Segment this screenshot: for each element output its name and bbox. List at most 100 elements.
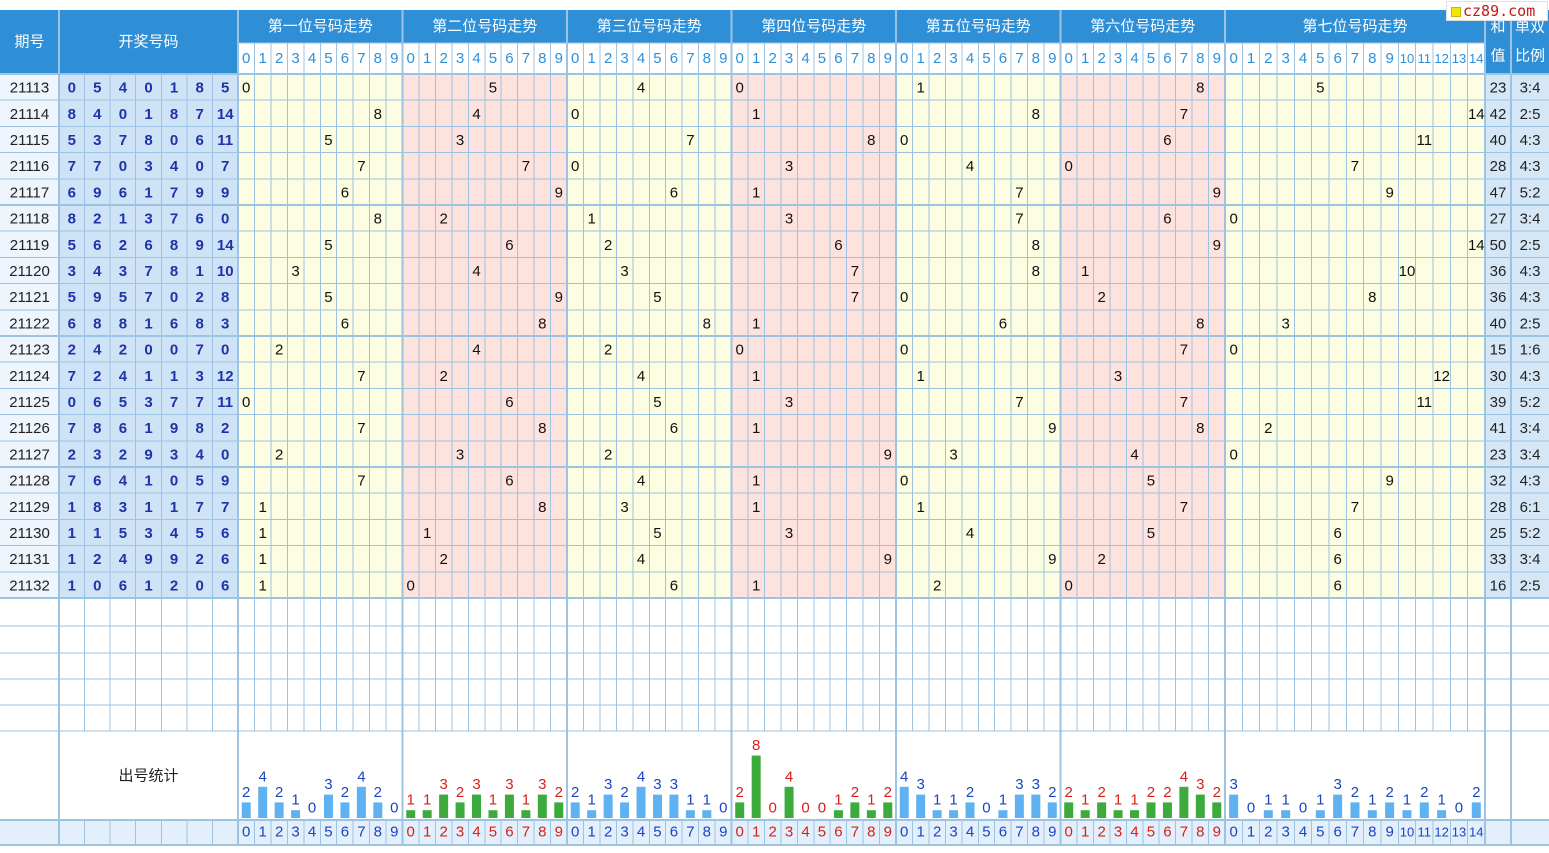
drawn-number: 0 <box>170 132 178 149</box>
trend-mark: 2 <box>439 551 447 568</box>
digit-label: 9 <box>1213 50 1221 67</box>
digit-label: 2 <box>439 50 447 67</box>
trend-mark: 6 <box>999 315 1007 332</box>
trend-mark: 0 <box>736 80 744 97</box>
drawn-number: 1 <box>119 211 127 228</box>
digit-label: 9 <box>1048 50 1056 67</box>
drawn-number: 7 <box>144 289 152 306</box>
drawn-number: 1 <box>170 499 178 516</box>
trend-mark: 7 <box>851 289 859 306</box>
trend-mark: 2 <box>604 342 612 359</box>
count-label: 3 <box>472 776 480 793</box>
sum-cell: 25 <box>1490 525 1507 542</box>
drawn-number: 8 <box>195 315 203 332</box>
ratio-cell: 3:4 <box>1520 211 1541 228</box>
trend-mark: 0 <box>736 342 744 359</box>
axis-digit: 1 <box>917 824 925 841</box>
drawn-number: 6 <box>93 473 101 490</box>
count-label: 0 <box>719 800 727 817</box>
digit-label: 5 <box>653 50 661 67</box>
drawn-number: 2 <box>93 368 101 385</box>
trend-mark: 8 <box>538 420 546 437</box>
drawn-number: 4 <box>119 80 128 97</box>
count-label: 1 <box>522 792 530 809</box>
digit-label: 8 <box>1032 50 1040 67</box>
count-label: 1 <box>1114 792 1122 809</box>
axis-digit: 9 <box>1213 824 1221 841</box>
count-bar <box>751 755 761 818</box>
ratio-cell: 3:4 <box>1520 551 1541 568</box>
drawn-number: 8 <box>170 106 178 123</box>
count-label: 1 <box>686 792 694 809</box>
count-label: 1 <box>999 792 1007 809</box>
axis-digit: 8 <box>374 824 382 841</box>
period-cell: 21123 <box>9 342 50 359</box>
count-label: 3 <box>1229 776 1237 793</box>
trend-mark: 3 <box>785 394 793 411</box>
trend-mark: 6 <box>1333 577 1341 594</box>
count-label: 0 <box>390 800 398 817</box>
axis-digit: 7 <box>1015 824 1023 841</box>
drawn-number: 2 <box>119 237 127 254</box>
trend-mark: 4 <box>637 368 645 385</box>
axis-digit: 8 <box>538 824 546 841</box>
count-label: 0 <box>1455 800 1463 817</box>
count-label: 2 <box>1385 784 1393 801</box>
count-bar <box>965 802 975 818</box>
drawn-number: 4 <box>93 263 102 280</box>
count-label: 3 <box>1333 776 1341 793</box>
axis-digit: 0 <box>900 824 908 841</box>
count-bar <box>916 794 926 818</box>
digit-label: 5 <box>489 50 497 67</box>
drawn-number: 8 <box>170 263 178 280</box>
digit-label: 1 <box>752 50 760 67</box>
trend-mark: 0 <box>407 577 415 594</box>
period-cell: 21132 <box>9 577 50 594</box>
drawn-number: 7 <box>68 473 76 490</box>
count-label: 2 <box>1213 784 1221 801</box>
count-bar <box>258 786 268 818</box>
drawn-number: 7 <box>68 420 76 437</box>
sum-cell: 40 <box>1490 132 1507 149</box>
site-watermark[interactable]: cz89.com <box>1446 1 1548 21</box>
drawn-number: 6 <box>195 132 203 149</box>
digit-label: 5 <box>1147 50 1155 67</box>
trend-mark: 2 <box>604 446 612 463</box>
digit-label: 2 <box>1264 50 1272 67</box>
axis-digit: 8 <box>1196 824 1204 841</box>
trend-mark: 6 <box>670 577 678 594</box>
count-label: 0 <box>1247 800 1255 817</box>
period-cell: 21113 <box>10 80 50 97</box>
axis-digit: 3 <box>620 824 628 841</box>
drawn-number: 3 <box>170 446 178 463</box>
count-bar <box>669 794 679 818</box>
digit-label: 4 <box>308 50 316 67</box>
drawn-number: 7 <box>195 499 203 516</box>
axis-digit: 3 <box>291 824 299 841</box>
count-label: 8 <box>752 737 760 754</box>
count-bar <box>1113 810 1123 818</box>
axis-digit: 9 <box>719 824 727 841</box>
trend-mark: 5 <box>1147 525 1155 542</box>
trend-mark: 5 <box>653 525 661 542</box>
trend-mark: 2 <box>1264 420 1272 437</box>
drawn-number: 2 <box>68 446 76 463</box>
drawn-number: 5 <box>195 473 203 490</box>
trend-mark: 14 <box>1468 106 1485 123</box>
period-cell: 21120 <box>9 263 50 280</box>
count-bar <box>702 810 712 818</box>
drawn-number: 6 <box>119 577 127 594</box>
axis-digit: 0 <box>736 824 744 841</box>
drawn-number: 2 <box>195 551 203 568</box>
drawn-number: 0 <box>221 211 229 228</box>
drawn-number: 3 <box>221 315 229 332</box>
drawn-number: 9 <box>93 289 101 306</box>
trend-mark: 4 <box>966 525 974 542</box>
axis-digit: 0 <box>571 824 579 841</box>
axis-digit: 6 <box>670 824 678 841</box>
count-bar <box>1097 802 1107 818</box>
period-cell: 21128 <box>9 473 50 490</box>
digit-label: 8 <box>703 50 711 67</box>
trend-mark: 5 <box>1316 80 1324 97</box>
trend-mark: 6 <box>1163 211 1171 228</box>
